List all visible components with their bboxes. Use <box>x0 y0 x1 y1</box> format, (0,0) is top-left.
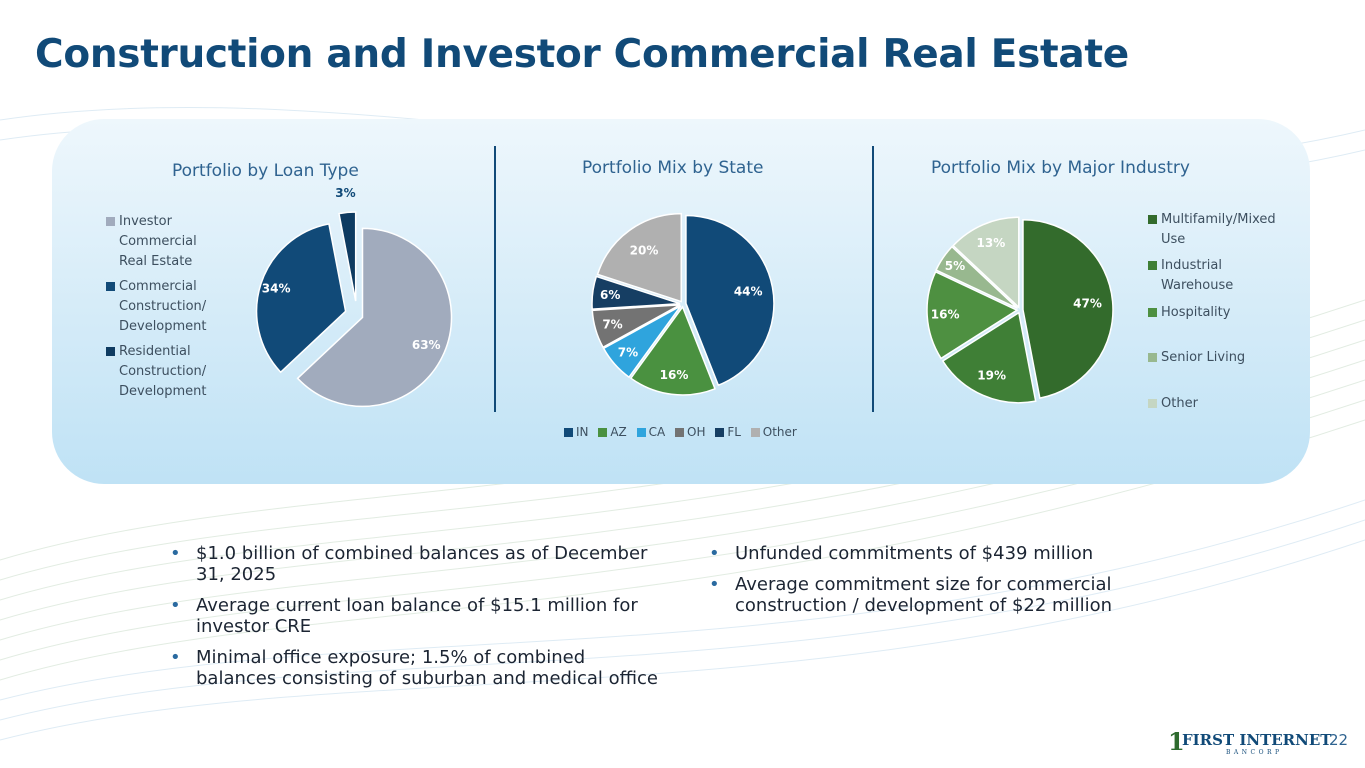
legend-item-residential-construction: Residential Construction/ Development <box>106 342 207 402</box>
divider-left <box>494 146 496 412</box>
legend-item-other: Other <box>750 425 797 439</box>
chart-title-industry: Portfolio Mix by Major Industry <box>931 158 1190 178</box>
legend-label: Other <box>1161 396 1198 411</box>
logo-sub: BANCORP <box>1226 749 1283 756</box>
legend-label: Commercial Construction/ Development <box>119 279 207 334</box>
legend-swatch <box>1148 215 1157 224</box>
logo-name: FIRST INTERNET <box>1182 731 1332 749</box>
legend-swatch <box>750 428 760 437</box>
logo-mark: 1 <box>1168 727 1185 756</box>
company-logo: 1 FIRST INTERNET BANCORP <box>1168 727 1331 759</box>
legend-swatch <box>106 347 115 356</box>
divider-right <box>872 146 874 412</box>
bullet-text: Average commitment size for commercial c… <box>735 574 1113 616</box>
legend-item-senior-living: Senior Living <box>1148 348 1245 368</box>
legend-item-hospitality: Hospitality <box>1148 303 1230 323</box>
bullet-text: Unfunded commitments of $439 million <box>735 543 1094 564</box>
legend-label: Industrial Warehouse <box>1161 258 1234 293</box>
legend-item-commercial-construction: Commercial Construction/ Development <box>106 277 207 337</box>
bullet-item: • Minimal office exposure; 1.5% of combin… <box>170 647 670 689</box>
legend-swatch <box>564 428 573 437</box>
chart-title-state: Portfolio Mix by State <box>582 158 764 178</box>
legend-swatch <box>1148 308 1157 317</box>
legend-item-in: IN <box>564 425 589 439</box>
legend-swatch <box>1148 353 1157 362</box>
legend-label: Other <box>762 425 797 439</box>
legend-swatch <box>106 282 115 291</box>
legend-swatch <box>106 217 115 226</box>
bullet-dot: • <box>709 543 720 564</box>
legend-label: Hospitality <box>1161 305 1231 320</box>
legend-item-other: Other <box>1148 394 1198 414</box>
legend-swatch <box>1148 261 1157 270</box>
legend-item-fl: FL <box>715 425 741 439</box>
legend-swatch <box>675 428 685 437</box>
bullet-dot: • <box>709 574 720 595</box>
bullet-item: • $1.0 billion of combined balances as of… <box>170 543 670 585</box>
bullet-item: • Unfunded commitments of $439 million <box>709 543 1179 564</box>
legend-item-az: AZ <box>598 425 627 439</box>
page-number: 22 <box>1329 731 1349 749</box>
bullet-dot: • <box>170 647 181 668</box>
bullet-list-left: • $1.0 billion of combined balances as of… <box>170 543 670 699</box>
legend-swatch <box>1148 399 1157 408</box>
legend-label: OH <box>687 425 706 439</box>
legend-item-multifamily: Multifamily/Mixed Use <box>1148 210 1276 250</box>
legend-item-investor-cre: Investor Commercial Real Estate <box>106 212 197 272</box>
legend-label: CA <box>648 425 666 439</box>
legend-label: Investor Commercial Real Estate <box>119 214 197 269</box>
state-legend: IN AZ CA OH FL Other <box>564 425 803 439</box>
legend-label: FL <box>727 425 741 439</box>
legend-item-industrial: Industrial Warehouse <box>1148 256 1233 296</box>
legend-swatch <box>636 428 646 437</box>
bullet-text: Average current loan balance of $15.1 mi… <box>196 595 638 637</box>
bullet-text: $1.0 billion of combined balances as of … <box>196 543 648 585</box>
legend-label: IN <box>576 425 589 439</box>
bullet-dot: • <box>170 595 181 616</box>
bullet-dot: • <box>170 543 181 564</box>
legend-item-ca: CA <box>636 425 666 439</box>
page-title: Construction and Investor Commercial Rea… <box>35 32 1129 77</box>
bullet-text: Minimal office exposure; 1.5% of combine… <box>196 647 658 689</box>
legend-swatch <box>598 428 608 437</box>
legend-label: Residential Construction/ Development <box>119 344 207 399</box>
chart-title-loan-type: Portfolio by Loan Type <box>172 161 359 181</box>
legend-swatch <box>715 428 725 437</box>
bullet-item: • Average commitment size for commercial … <box>709 574 1179 616</box>
legend-label: Multifamily/Mixed Use <box>1161 212 1276 247</box>
bullet-list-right: • Unfunded commitments of $439 million • A… <box>709 543 1179 626</box>
bullet-item: • Average current loan balance of $15.1 m… <box>170 595 670 637</box>
legend-label: AZ <box>610 425 627 439</box>
legend-label: Senior Living <box>1161 350 1246 365</box>
legend-item-oh: OH <box>675 425 706 439</box>
